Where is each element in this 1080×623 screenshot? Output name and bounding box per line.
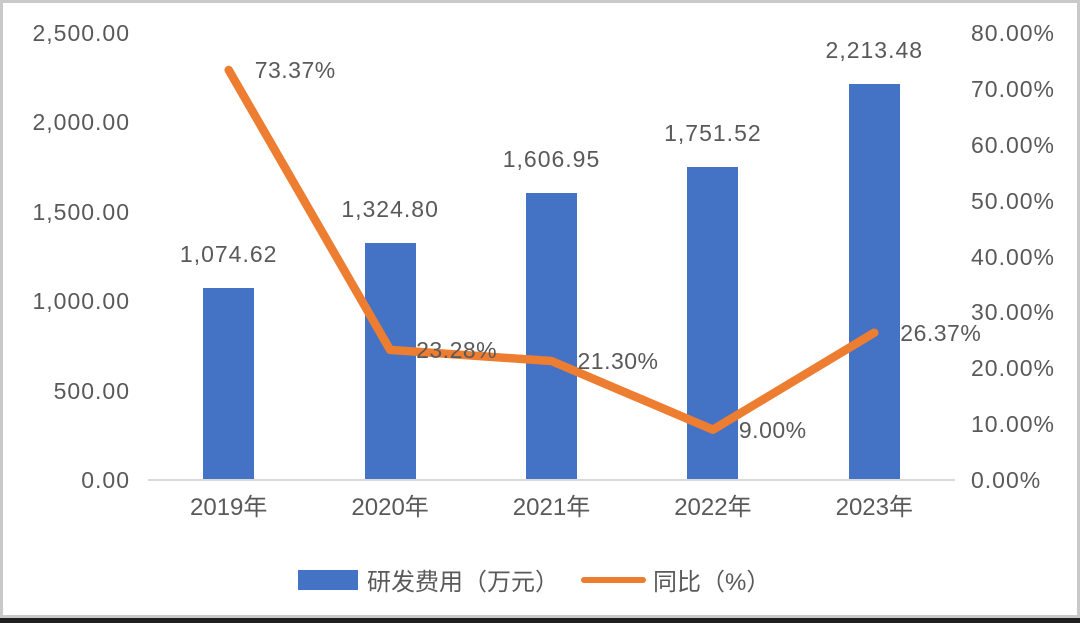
- x-axis-label: 2020年: [351, 494, 429, 521]
- x-axis-label: 2019年: [189, 494, 268, 521]
- right-axis-tick: 50.00%: [971, 187, 1056, 214]
- right-axis-tick: 10.00%: [971, 411, 1056, 438]
- right-axis-tick: 0.00%: [971, 467, 1042, 493]
- line-value-label: 21.30%: [577, 347, 659, 374]
- line-value-label: 26.37%: [900, 319, 982, 346]
- line-value-label: 73.37%: [254, 57, 336, 84]
- right-axis-tick: 40.00%: [971, 243, 1056, 270]
- left-axis-tick: 0.00: [81, 467, 130, 493]
- bar-value-label: 1,606.95: [502, 145, 601, 172]
- legend-line-label: 同比（%）: [653, 569, 771, 596]
- left-axis-tick: 1,500.00: [32, 198, 130, 225]
- left-axis-tick: 500.00: [53, 377, 130, 404]
- bar-value-label: 2,213.48: [825, 37, 924, 64]
- right-axis-tick: 80.00%: [971, 20, 1056, 46]
- bar-value-label: 1,074.62: [179, 240, 278, 267]
- x-axis-label: 2023年: [835, 494, 913, 521]
- x-axis-label: 2021年: [512, 494, 591, 521]
- legend-line-swatch: [581, 576, 646, 583]
- left-axis-tick: 1,000.00: [32, 288, 130, 315]
- bar-value-label: 1,751.52: [664, 119, 762, 146]
- legend-bar-swatch: [298, 569, 358, 590]
- bar-2021年: [526, 192, 577, 480]
- x-axis-line: [148, 479, 955, 481]
- left-axis-tick: 2,000.00: [32, 109, 130, 136]
- line-value-label: 9.00%: [738, 416, 807, 443]
- bar-2019年: [203, 287, 255, 480]
- right-axis-tick: 20.00%: [971, 355, 1056, 382]
- right-axis-tick: 60.00%: [971, 131, 1056, 158]
- image-bottom-rule: [0, 618, 1080, 623]
- legend-bar-label: 研发费用（万元）: [367, 569, 559, 596]
- right-axis-tick: 30.00%: [971, 299, 1056, 326]
- legend: 研发费用（万元） 同比（%）: [298, 562, 770, 597]
- bar-2020年: [364, 243, 416, 480]
- x-axis-label: 2022年: [674, 494, 752, 521]
- left-axis-tick: 2,500.00: [32, 20, 130, 46]
- bar-2022年: [687, 166, 739, 480]
- right-axis-tick: 70.00%: [971, 75, 1056, 102]
- line-value-label: 23.28%: [416, 336, 498, 363]
- bar-value-label: 1,324.80: [341, 196, 439, 223]
- bar-2023年: [848, 84, 900, 480]
